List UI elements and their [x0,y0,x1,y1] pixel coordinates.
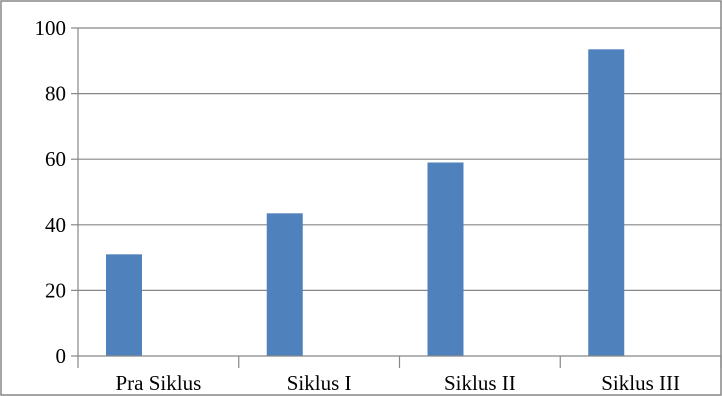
y-tick-label: 20 [45,278,66,302]
axes [71,27,722,368]
y-tick-label: 0 [56,344,67,368]
y-tick-label: 60 [45,147,66,171]
y-tick-label: 40 [45,213,66,237]
y-tick-label: 100 [35,16,67,40]
x-tick-label: Siklus III [601,371,680,395]
x-tick-label: Siklus II [444,371,516,395]
bar-siklus-iii [588,49,625,356]
bar-siklus-i [266,213,303,356]
y-tick-labels: 0 20 40 60 80 100 [35,16,67,368]
bar-siklus-ii [427,162,464,356]
bars [106,49,625,356]
x-tick-label: Pra Siklus [115,371,201,395]
x-tick-labels: Pra Siklus Siklus I Siklus II Siklus III [115,371,680,395]
y-tick-label: 80 [45,82,66,106]
gridlines [78,27,721,291]
bar-pra-siklus [106,254,142,356]
x-tick-label: Siklus I [287,371,352,395]
